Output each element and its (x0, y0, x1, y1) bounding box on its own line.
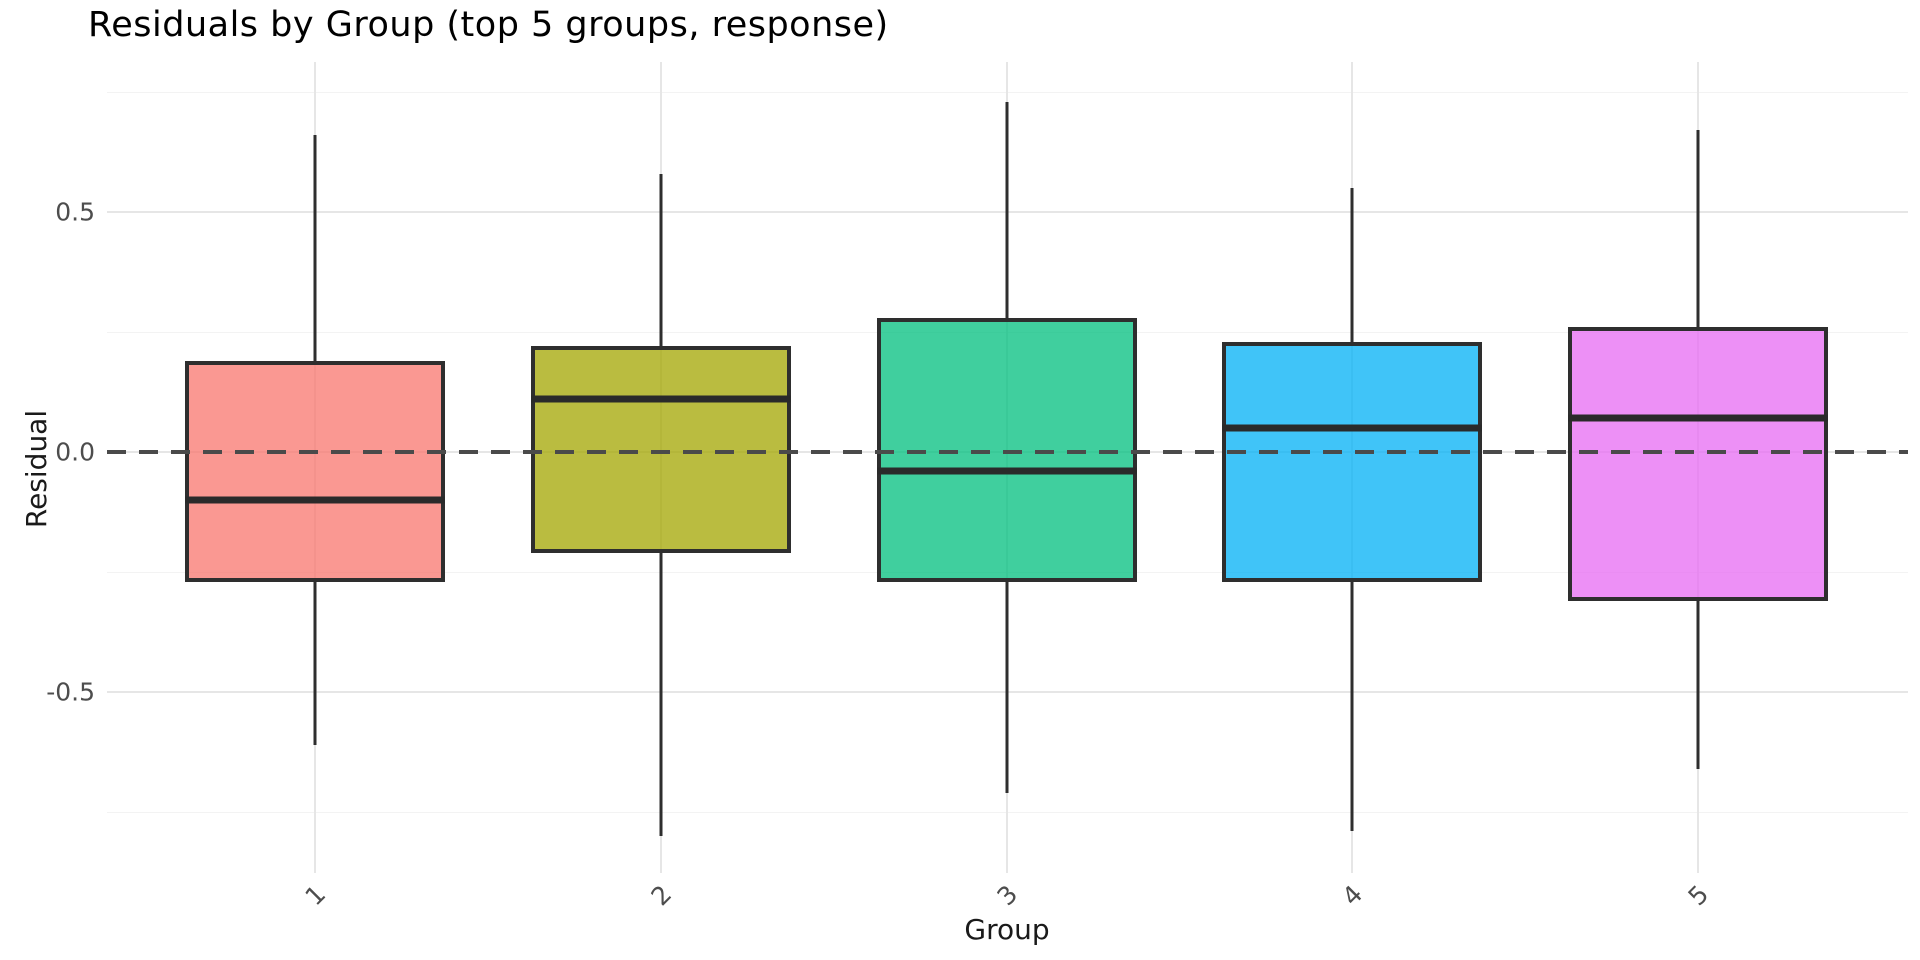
x-tick-label: 5 (1682, 879, 1714, 911)
box-group-1 (185, 360, 445, 582)
box-group-5 (1568, 327, 1828, 601)
y-axis-title: Residual (19, 409, 53, 529)
whisker-lower-group-1 (313, 581, 317, 745)
zero-reference-line (107, 450, 1908, 455)
whisker-upper-group-3 (1005, 101, 1009, 318)
whisker-upper-group-2 (659, 173, 663, 347)
median-group-1 (185, 496, 445, 504)
x-tick-label: 1 (299, 879, 331, 911)
whisker-lower-group-2 (659, 552, 663, 837)
median-group-2 (531, 395, 791, 403)
chart-title: Residuals by Group (top 5 groups, respon… (88, 5, 889, 45)
whisker-upper-group-4 (1350, 188, 1354, 342)
median-group-3 (877, 467, 1137, 475)
box-group-2 (531, 346, 791, 553)
box-group-3 (877, 317, 1137, 582)
x-tick-label: 2 (645, 879, 677, 911)
y-tick-label: 0.0 (55, 437, 95, 467)
y-tick-label: 0.5 (55, 197, 95, 227)
plot-panel (107, 62, 1908, 873)
y-tick-label: -0.5 (46, 677, 95, 707)
median-group-4 (1222, 424, 1482, 432)
whisker-upper-group-1 (313, 135, 317, 361)
whisker-lower-group-5 (1696, 600, 1700, 769)
whisker-lower-group-4 (1350, 581, 1354, 832)
whisker-lower-group-3 (1005, 581, 1009, 793)
x-tick-label: 4 (1336, 879, 1368, 911)
median-group-5 (1568, 414, 1828, 422)
box-group-4 (1222, 341, 1482, 582)
x-axis-title: Group (964, 913, 1050, 946)
whisker-upper-group-5 (1696, 130, 1700, 328)
